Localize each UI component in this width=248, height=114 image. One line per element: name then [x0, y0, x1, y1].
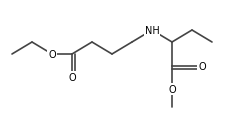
Text: O: O [48, 50, 56, 60]
Text: O: O [68, 72, 76, 82]
Text: O: O [198, 61, 206, 71]
Text: NH: NH [145, 26, 159, 36]
Text: O: O [168, 84, 176, 94]
